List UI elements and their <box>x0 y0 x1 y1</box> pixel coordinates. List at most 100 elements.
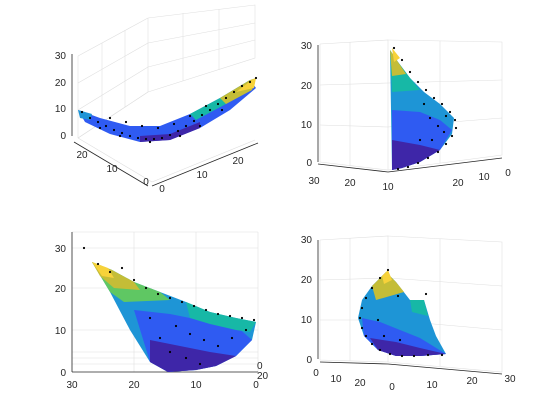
subplot-2-x-tick-1: 20 <box>344 178 356 189</box>
subplot-2-point <box>444 114 448 118</box>
subplot-2-point <box>450 134 454 138</box>
subplot-4-ticks: 0 10 20 30 0 10 20 0 10 20 30 <box>301 235 516 393</box>
subplot-4-grid-line <box>319 277 389 281</box>
subplot-1-point <box>248 80 252 84</box>
subplot-2-z-tick-2: 20 <box>301 81 313 92</box>
subplot-4-point <box>424 292 428 296</box>
subplot-2-grid-line <box>319 82 389 86</box>
subplot-3-y-tick-0: 0 <box>257 361 263 372</box>
subplot-3-z-tick-3: 30 <box>55 244 67 255</box>
subplot-1-point <box>112 128 116 132</box>
subplot-1-point <box>192 119 196 123</box>
subplot-3-point <box>120 266 124 270</box>
subplot-1-surface-patch <box>236 78 256 92</box>
subplot-4-point <box>378 348 382 352</box>
subplot-1-surface-patch <box>78 80 256 142</box>
subplot-4-point <box>440 353 444 357</box>
subplot-2-y-tick-2: 0 <box>505 168 511 179</box>
subplot-1-x-tick-2: 20 <box>232 156 244 167</box>
subplot-4-point <box>388 352 392 356</box>
subplot-1-point <box>120 131 124 135</box>
subplot-2-point <box>408 70 412 74</box>
subplot-3: 0 10 20 30 30 20 10 0 0 20 <box>55 231 269 391</box>
subplot-4-y-tick-1: 10 <box>330 374 342 385</box>
subplot-2-point <box>448 110 452 114</box>
subplot-4-point <box>426 353 430 357</box>
subplot-1-point <box>152 137 156 141</box>
subplot-1-z-tick-1: 10 <box>55 104 67 115</box>
subplot-3-surface-patch <box>92 262 114 278</box>
subplot-3-point <box>168 350 172 354</box>
subplot-2-surface-patch <box>392 140 440 170</box>
subplot-2-points <box>392 46 458 171</box>
subplot-3-axes <box>71 232 258 373</box>
subplot-1-grid <box>77 4 256 183</box>
subplot-2-point <box>454 126 458 130</box>
subplot-4-point <box>364 334 368 338</box>
subplot-1-point <box>254 76 258 80</box>
subplot-1-point <box>108 116 112 120</box>
subplot-3-z-tick-1: 10 <box>55 326 67 337</box>
subplot-2-point <box>453 118 457 122</box>
subplot-2-point <box>392 46 396 50</box>
subplot-3-point <box>252 318 256 322</box>
subplot-3-point <box>158 336 162 340</box>
subplot-1-axes-line <box>73 141 149 187</box>
subplot-3-ticks: 0 10 20 30 30 20 10 0 0 20 <box>55 244 269 391</box>
subplot-4-surface <box>358 270 446 356</box>
subplot-1-point <box>178 134 182 138</box>
subplot-1-x-tick-0: 0 <box>159 184 165 195</box>
subplot-1-point <box>216 102 220 106</box>
subplot-3-point <box>156 292 160 296</box>
subplot-4-z-tick-2: 20 <box>301 275 313 286</box>
subplot-1-point <box>160 136 164 140</box>
subplot-4-grid-line <box>387 235 503 373</box>
subplot-1-point <box>188 114 192 118</box>
subplot-2-point <box>400 58 404 62</box>
subplot-4-z-tick-1: 10 <box>301 315 313 326</box>
subplot-2-axes-line <box>387 157 503 173</box>
subplot-3-point <box>204 308 208 312</box>
subplot-1-point <box>104 124 108 128</box>
subplot-2-point <box>422 102 426 106</box>
subplot-4-point <box>412 354 416 358</box>
subplot-2-point <box>406 165 410 169</box>
subplot-2-z-tick-3: 30 <box>301 41 313 52</box>
subplot-2-point <box>430 138 434 142</box>
subplot-2-point <box>432 96 436 100</box>
subplot-1-point <box>176 129 180 133</box>
subplot-2: 0 10 20 30 30 20 10 20 10 0 <box>301 39 511 193</box>
subplot-1-point <box>148 140 152 144</box>
subplot-3-point <box>148 316 152 320</box>
subplot-4-point <box>364 296 368 300</box>
subplot-3-x-tick-0: 30 <box>66 380 78 391</box>
subplot-1-point <box>124 120 128 124</box>
subplot-4-points <box>358 268 444 358</box>
subplot-4-point <box>378 276 382 280</box>
subplot-2-z-tick-0: 0 <box>306 158 312 169</box>
subplot-2-point <box>424 88 428 92</box>
subplot-4-point <box>376 318 380 322</box>
subplot-1-grid-line <box>77 66 149 111</box>
subplot-2-point <box>436 150 440 154</box>
subplot-3-x-tick-1: 20 <box>128 380 140 391</box>
subplot-1-point <box>240 84 244 88</box>
subplot-4-x-tick-2: 20 <box>466 376 478 387</box>
subplot-3-point <box>108 270 112 274</box>
subplot-1-surface <box>78 78 256 142</box>
subplot-1-grid-line <box>151 139 256 183</box>
subplot-1-y-tick-1: 10 <box>106 164 118 175</box>
subplot-4-surface-patch <box>370 338 446 356</box>
subplot-2-point <box>426 156 430 160</box>
subplot-1-y-tick-2: 20 <box>76 150 88 161</box>
subplot-3-surface-patch <box>150 340 236 372</box>
subplot-2-point <box>416 161 420 165</box>
subplot-1-y-tick-0: 0 <box>143 177 149 188</box>
subplot-4: 0 10 20 30 0 10 20 0 10 20 30 <box>301 235 516 393</box>
subplot-2-point <box>416 80 420 84</box>
subplot-4-z-tick-3: 30 <box>301 235 313 246</box>
subplot-3-point <box>174 324 178 328</box>
subplot-1-grid-line <box>77 42 149 84</box>
subplot-1-point <box>220 108 224 112</box>
subplot-3-point <box>192 304 196 308</box>
